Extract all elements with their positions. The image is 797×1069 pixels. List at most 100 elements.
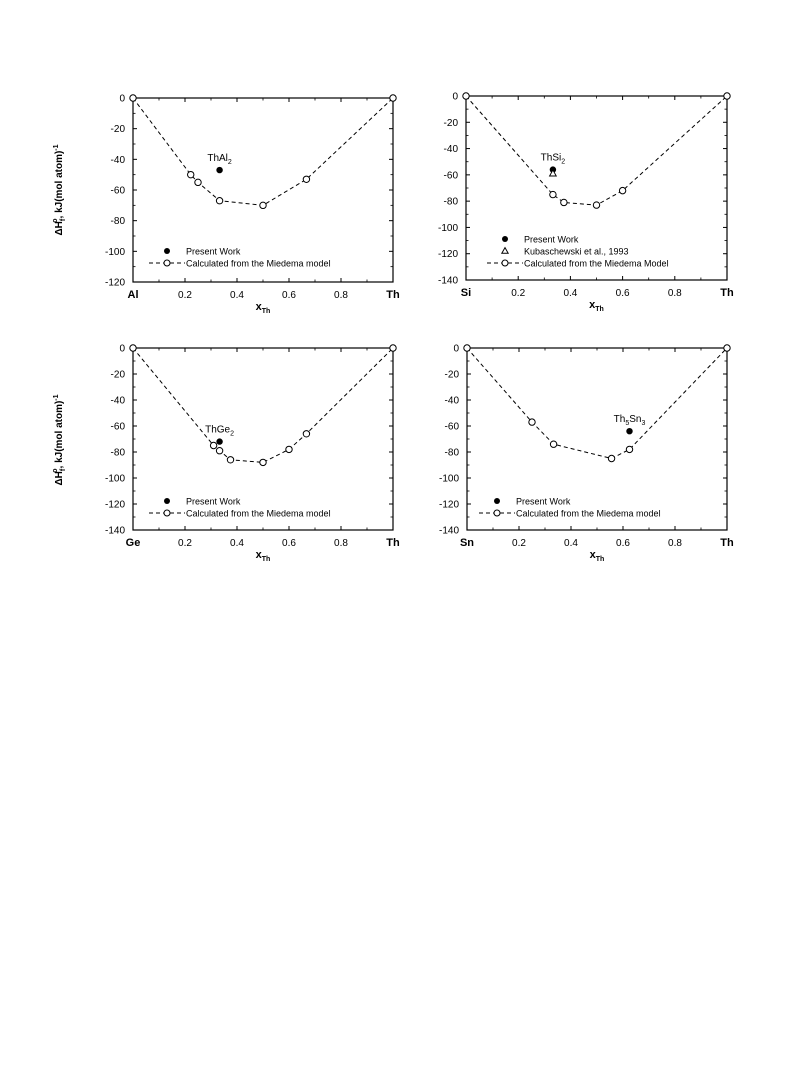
x-axis-label: xTh xyxy=(256,301,271,315)
series-open-circle xyxy=(462,92,731,209)
plot-frame xyxy=(132,97,394,283)
legend-filled-circle-icon xyxy=(164,498,170,504)
miedema-point xyxy=(607,454,616,463)
x-tick-label: 0.6 xyxy=(616,288,630,299)
y-tick-label: -40 xyxy=(111,155,126,166)
x-tick-label: 0.8 xyxy=(668,288,682,299)
x-tick-label: 0.4 xyxy=(564,538,578,549)
y-tick-label: -40 xyxy=(444,144,459,155)
x-tick-label: 0.4 xyxy=(563,288,577,299)
compound-label: ThSi2 xyxy=(541,153,566,166)
y-tick-label: -120 xyxy=(438,249,458,260)
x-start-element-label: Al xyxy=(128,289,139,301)
x-end-element-label: Th xyxy=(720,537,734,549)
literature-point xyxy=(548,168,558,177)
miedema-point xyxy=(528,418,536,426)
miedema-point xyxy=(226,456,235,464)
legend: Present Work Calculated from the Miedema … xyxy=(149,247,331,269)
legend-open-circle-icon xyxy=(163,259,171,267)
y-tick-label: 0 xyxy=(119,94,125,105)
present-work-point xyxy=(216,438,223,445)
series-open-circle xyxy=(463,344,731,463)
x-axis-label: xTh xyxy=(590,549,605,563)
series-filled-circle: ThAl2 xyxy=(207,153,232,174)
x-tick-label: 0.8 xyxy=(334,538,348,549)
miedema-point xyxy=(259,458,267,467)
miedema-point xyxy=(592,201,601,209)
legend: Present Work Calculated from the Miedema … xyxy=(479,497,661,519)
chart-panel-sn: 0 -20 -40 -60 -80 -100 -120 -140 0.2 0.4 0.6 0.8 Sn T… xyxy=(439,344,734,564)
miedema-point xyxy=(187,170,195,179)
legend-open-circle-icon xyxy=(163,509,171,517)
x-tick-label: 0.6 xyxy=(282,290,296,301)
x-tick-label: 0.2 xyxy=(178,538,192,549)
x-tick-label: 0.4 xyxy=(230,538,244,549)
miedema-point xyxy=(215,447,224,455)
legend-label: Calculated from the Miedema model xyxy=(186,509,331,519)
legend-label: Kubaschewski et al., 1993 xyxy=(524,247,629,257)
y-tick-label: -60 xyxy=(444,170,459,181)
miedema-point xyxy=(302,175,311,183)
miedema-point xyxy=(129,344,137,352)
y-tick-label: -140 xyxy=(438,276,458,287)
y-tick-label: 0 xyxy=(452,92,458,103)
x-end-element-label: Th xyxy=(386,537,400,549)
legend-label: Calculated from the Miedema model xyxy=(516,509,661,519)
miedema-point xyxy=(463,344,471,352)
legend-open-circle-icon xyxy=(501,259,509,267)
miedema-point xyxy=(625,445,634,454)
y-axis-label: ΔHfo, kJ(mol atom)-1 xyxy=(52,394,67,485)
x-tick-label: 0.4 xyxy=(230,290,244,301)
miedema-point xyxy=(723,344,731,352)
compound-label: Th5Sn3 xyxy=(614,414,646,427)
compound-label: ThAl2 xyxy=(207,153,232,166)
y-tick-label: -140 xyxy=(105,526,125,537)
x-axis-label: xTh xyxy=(256,549,271,563)
x-start-element-label: Si xyxy=(461,287,471,299)
miedema-point xyxy=(302,430,311,438)
legend-filled-circle-icon xyxy=(502,236,508,242)
miedema-point xyxy=(259,201,267,210)
miedema-point xyxy=(285,445,293,454)
x-tick-label: 0.2 xyxy=(178,290,192,301)
y-tick-label: -20 xyxy=(111,370,126,381)
plot-frame xyxy=(132,347,394,531)
chart-panel-al: 0 -20 -40 -60 -80 -100 -120 0.2 0.4 0.6 0.8 Al Th xTh… xyxy=(52,94,400,316)
y-tick-label: -120 xyxy=(105,278,125,289)
chart-panel-ge: 0 -20 -40 -60 -80 -100 -120 -140 0.2 0.4 0.6 0.8 Ge T… xyxy=(52,344,400,564)
legend-open-circle-icon xyxy=(493,509,501,517)
miedema-point xyxy=(549,190,557,199)
y-tick-label: -60 xyxy=(111,422,126,433)
miedema-dashed-line xyxy=(465,95,728,206)
y-tick-label: -80 xyxy=(445,448,460,459)
x-start-element-label: Ge xyxy=(126,537,141,549)
y-tick-label: -80 xyxy=(111,216,126,227)
x-tick-label: 0.8 xyxy=(334,290,348,301)
miedema-point xyxy=(560,198,568,207)
legend-label: Present Work xyxy=(186,247,241,257)
miedema-dashed-line xyxy=(132,347,394,463)
x-tick-label: 0.2 xyxy=(511,288,525,299)
compound-label: ThGe2 xyxy=(205,425,234,438)
y-tick-label: -60 xyxy=(445,422,460,433)
y-tick-label: -60 xyxy=(111,186,126,197)
present-work-point xyxy=(626,428,633,435)
miedema-point xyxy=(462,92,470,100)
series-open-triangle xyxy=(548,168,558,177)
y-tick-label: -20 xyxy=(445,370,460,381)
x-end-element-label: Th xyxy=(386,289,400,301)
x-start-element-label: Sn xyxy=(460,537,474,549)
legend-label: Calculated from the Miedema model xyxy=(186,259,331,269)
y-tick-label: -100 xyxy=(439,474,459,485)
miedema-dashed-line xyxy=(466,347,728,460)
y-tick-label: -120 xyxy=(105,500,125,511)
y-tick-label: -20 xyxy=(444,118,459,129)
miedema-point xyxy=(618,186,627,195)
legend-label: Present Work xyxy=(524,235,579,245)
y-tick-label: -80 xyxy=(111,448,126,459)
plot-frame xyxy=(466,347,728,531)
y-tick-label: -100 xyxy=(438,223,458,234)
y-tick-label: -40 xyxy=(445,396,460,407)
miedema-point xyxy=(389,344,397,352)
